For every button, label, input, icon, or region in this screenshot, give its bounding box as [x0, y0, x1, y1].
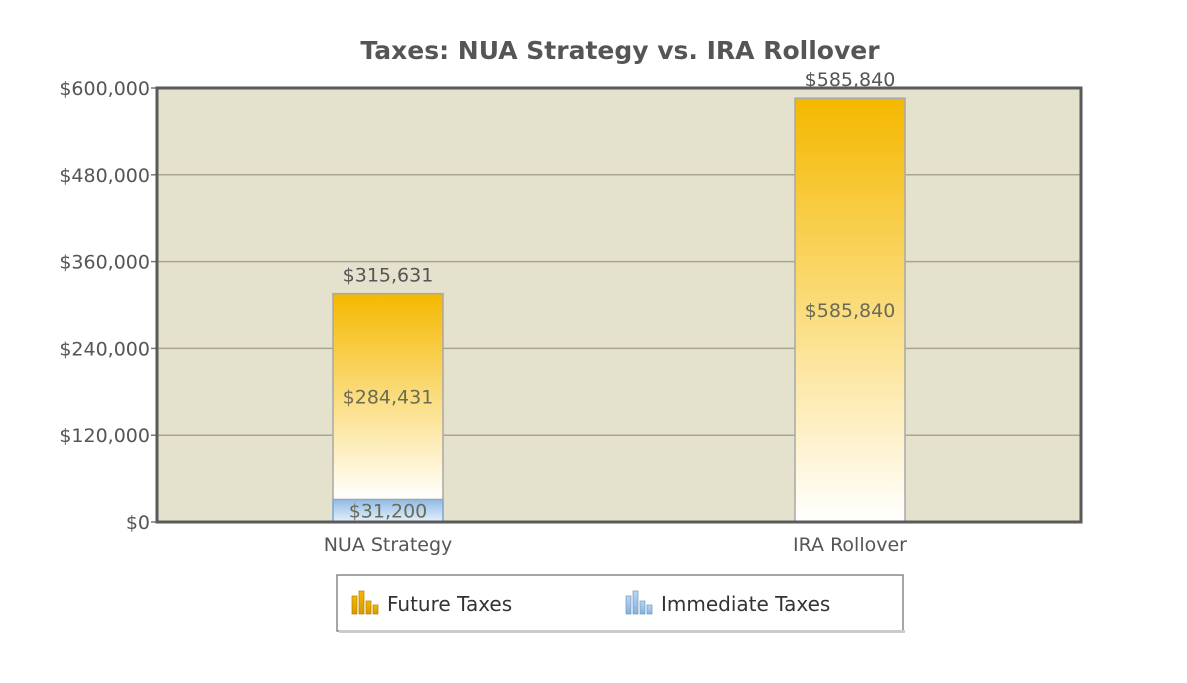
data-label-future: $284,431 — [343, 387, 434, 409]
legend-shadow — [339, 630, 905, 633]
legend-future-label: Future Taxes — [387, 592, 512, 616]
legend: Future Taxes Immediate Taxes — [336, 574, 905, 633]
bar-future-taxes — [794, 97, 906, 523]
gridlines — [157, 174, 1081, 436]
chart-title: Taxes: NUA Strategy vs. IRA Rollover — [360, 36, 880, 65]
data-labels: $31,200 $284,431 $315,631 $585,840 $585,840 — [343, 69, 896, 522]
legend-immediate-label: Immediate Taxes — [661, 592, 830, 616]
legend-immediate-icon — [625, 590, 653, 615]
y-tick-label: $0 — [126, 512, 150, 534]
plot-border — [155, 86, 1083, 524]
data-label-future: $585,840 — [805, 300, 896, 322]
bars — [332, 97, 906, 523]
legend-box — [336, 574, 904, 632]
y-tick-label: $480,000 — [59, 165, 150, 187]
y-tick-label: $120,000 — [59, 425, 150, 447]
x-category-label: NUA Strategy — [324, 534, 453, 556]
x-category-label: IRA Rollover — [793, 534, 907, 556]
y-tick-label: $360,000 — [59, 252, 150, 274]
data-label-total: $315,631 — [343, 265, 434, 287]
y-tick-label: $240,000 — [59, 338, 150, 360]
data-label-immediate: $31,200 — [349, 501, 428, 523]
y-axis-ticks: $0 $120,000 $240,000 $360,000 $480,000 $600,0… — [59, 78, 157, 534]
data-label-total: $585,840 — [805, 69, 896, 91]
bar-future-taxes — [332, 292, 444, 501]
plot-area — [157, 88, 1081, 522]
x-axis-categories: NUA Strategy IRA Rollover — [324, 534, 907, 556]
y-tick-label: $600,000 — [59, 78, 150, 100]
legend-future-icon — [351, 590, 379, 615]
